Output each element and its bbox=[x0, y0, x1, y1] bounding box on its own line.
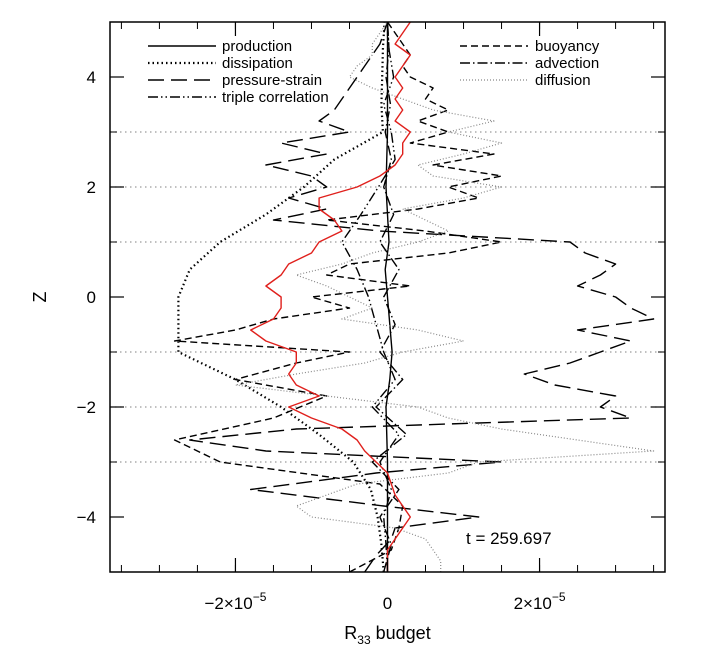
legend: productiondissipationpressure-straintrip… bbox=[148, 38, 600, 106]
y-tick-label: 2 bbox=[87, 178, 96, 197]
legend-label: dissipation bbox=[222, 55, 293, 72]
x-axis-title: R33 budget bbox=[344, 623, 430, 647]
series-line bbox=[177, 21, 386, 573]
x-tick-label: −2×10−5 bbox=[204, 590, 266, 613]
series-line bbox=[371, 21, 408, 573]
legend-label: diffusion bbox=[535, 72, 591, 89]
time-annotation: t = 259.697 bbox=[466, 529, 552, 548]
series-layer bbox=[173, 21, 655, 573]
x-tick-label-mantissa: 0 bbox=[383, 594, 392, 613]
series-line bbox=[173, 21, 503, 573]
x-tick-label: 0 bbox=[383, 594, 392, 613]
legend-label: buoyancy bbox=[535, 38, 600, 55]
series-line bbox=[384, 22, 393, 572]
x-axis-title-main: R bbox=[344, 623, 357, 643]
y-tick-label: −2 bbox=[77, 398, 96, 417]
y-tick-label: 4 bbox=[87, 68, 96, 87]
legend-label: production bbox=[222, 38, 292, 55]
x-tick-label-exponent: −5 bbox=[253, 590, 267, 604]
y-tick-label: 0 bbox=[87, 288, 96, 307]
x-tick-label-mantissa: 2×10 bbox=[514, 594, 552, 613]
y-tick-label: −4 bbox=[77, 508, 96, 527]
x-axis-title-subscript: 33 bbox=[357, 633, 371, 647]
legend-label: advection bbox=[535, 55, 599, 72]
series-line bbox=[189, 21, 655, 573]
y-axis-title: Z bbox=[30, 292, 50, 303]
x-tick-label-exponent: −5 bbox=[552, 590, 566, 604]
x-axis-title-suffix: budget bbox=[371, 623, 431, 643]
legend-label: triple correlation bbox=[222, 89, 329, 106]
series-line bbox=[249, 21, 411, 572]
series-line bbox=[341, 21, 400, 573]
legend-label: pressure-strain bbox=[222, 72, 322, 89]
x-tick-label: 2×10−5 bbox=[514, 590, 566, 613]
x-tick-label-mantissa: −2×10 bbox=[204, 594, 252, 613]
